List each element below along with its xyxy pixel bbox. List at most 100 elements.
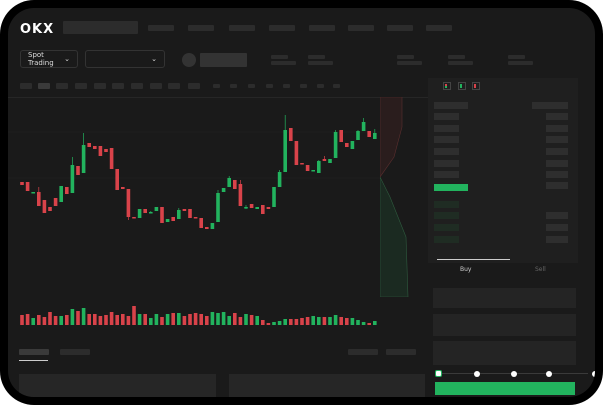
stat-value [448, 61, 473, 65]
candle-down [37, 192, 41, 206]
candle-down [132, 217, 136, 219]
tab-order-history[interactable] [60, 349, 90, 355]
volume-bar [93, 314, 97, 325]
candle-down [143, 209, 147, 213]
market-select[interactable]: Spot Trading ⌄ [20, 50, 78, 68]
book-bids-icon[interactable] [458, 82, 466, 90]
candle-down [53, 198, 58, 206]
drawing-tool-icon[interactable] [300, 84, 307, 88]
nav-item[interactable] [387, 25, 413, 31]
book-asks-icon[interactable] [472, 82, 480, 90]
nav-item[interactable] [188, 25, 214, 31]
drawing-tool-icon[interactable] [283, 84, 290, 88]
search-input[interactable] [63, 21, 138, 34]
candle-down [115, 169, 119, 190]
candle-down [193, 217, 198, 219]
nav-item[interactable] [229, 25, 255, 31]
timeframe-button[interactable] [75, 83, 87, 89]
stat-label [508, 55, 525, 59]
candle-down [48, 207, 52, 211]
active-tab-indicator [437, 259, 510, 260]
volume-bar [294, 319, 299, 325]
candle-up [311, 170, 315, 172]
pair-select[interactable]: ⌄ [85, 50, 165, 68]
slider-stop-50[interactable] [511, 371, 517, 377]
book-header [532, 102, 568, 109]
volume-bar [65, 315, 69, 325]
candle-up [350, 141, 355, 149]
timeframe-button[interactable] [188, 83, 200, 89]
slider-stop-75[interactable] [546, 371, 552, 377]
drawing-tool-icon[interactable] [317, 84, 324, 88]
volume-bar [177, 313, 181, 325]
active-tab-indicator [19, 360, 48, 361]
drawing-tool-icon[interactable] [333, 84, 340, 88]
filter-button[interactable] [386, 349, 416, 355]
timeframe-button[interactable] [56, 83, 68, 89]
volume-bar [356, 320, 360, 325]
nav-item[interactable] [269, 25, 295, 31]
price-placeholder [200, 53, 247, 67]
ask-price [434, 136, 459, 143]
nav-item[interactable] [148, 25, 174, 31]
ask-price [434, 125, 459, 132]
slider-stop-100[interactable] [592, 371, 595, 377]
nav-item[interactable] [426, 25, 452, 31]
volume-bar [277, 321, 282, 325]
buy-button[interactable] [435, 382, 575, 395]
candle-up [277, 172, 282, 187]
drawing-tool-icon[interactable] [230, 84, 237, 88]
volume-bar [322, 317, 327, 325]
timeframe-button[interactable] [20, 83, 32, 89]
filter-button[interactable] [348, 349, 378, 355]
timeframe-button[interactable] [131, 83, 143, 89]
timeframe-button[interactable] [168, 83, 180, 89]
sell-tab[interactable]: Sell [535, 266, 546, 273]
book-both-icon[interactable] [443, 82, 451, 90]
drawing-tool-icon[interactable] [248, 84, 255, 88]
nav-item[interactable] [348, 25, 374, 31]
candle-down [121, 187, 125, 189]
drawing-tool-icon[interactable] [266, 84, 273, 88]
price-input[interactable] [433, 288, 576, 308]
depth-asks [380, 97, 403, 178]
candle-down [300, 163, 304, 165]
volume-bar [121, 314, 125, 325]
bid-price [434, 236, 459, 243]
candle-up [149, 212, 153, 214]
timeframe-button[interactable] [38, 83, 50, 89]
timeframe-button[interactable] [112, 83, 124, 89]
candle-down [205, 227, 209, 229]
ask-price [434, 148, 459, 155]
candle-down [345, 143, 349, 147]
candle-down [87, 143, 91, 147]
volume-bar [227, 316, 231, 325]
slider-stop-25[interactable] [474, 371, 480, 377]
volume-bar [205, 316, 209, 325]
candle-down [20, 182, 24, 185]
candlestick-chart [8, 115, 380, 325]
candle-down [65, 187, 69, 194]
candle-down [294, 141, 299, 165]
buy-tab[interactable]: Buy [460, 266, 472, 273]
candle-up [361, 122, 366, 131]
amount-input[interactable] [433, 314, 576, 336]
volume-bar [193, 313, 198, 325]
volume-bar [81, 308, 86, 325]
total-input[interactable] [433, 341, 576, 365]
depth-chart [380, 97, 409, 297]
tab-open-orders[interactable] [19, 349, 49, 355]
volume-bar [272, 322, 276, 325]
coin-icon [182, 53, 196, 67]
timeframe-button[interactable] [150, 83, 162, 89]
candle-up [283, 130, 287, 172]
bid-size [546, 212, 568, 219]
percent-slider-handle[interactable] [435, 370, 442, 377]
okx-logo: OKX [20, 22, 55, 37]
drawing-tool-icon[interactable] [213, 84, 220, 88]
volume-bar [104, 315, 108, 325]
nav-item[interactable] [309, 25, 335, 31]
timeframe-button[interactable] [94, 83, 106, 89]
candle-down [261, 205, 265, 214]
candle-up [227, 178, 231, 187]
